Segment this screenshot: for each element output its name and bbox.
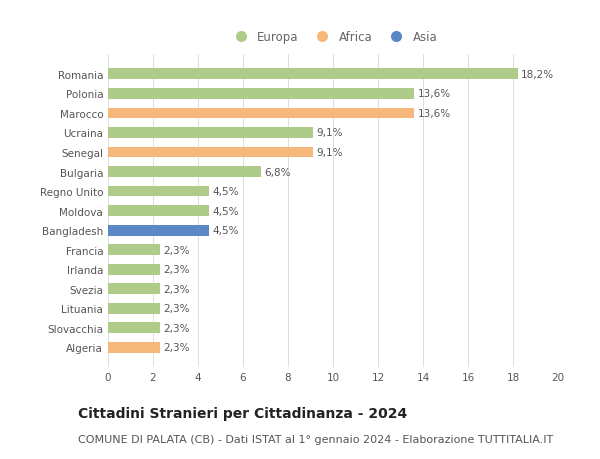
Legend: Europa, Africa, Asia: Europa, Africa, Asia [224, 27, 442, 49]
Bar [108, 108, 414, 119]
Text: Cittadini Stranieri per Cittadinanza - 2024: Cittadini Stranieri per Cittadinanza - 2… [78, 406, 407, 420]
Bar [108, 225, 209, 236]
Bar [108, 264, 160, 275]
Text: 2,3%: 2,3% [163, 265, 190, 274]
Text: 2,3%: 2,3% [163, 304, 190, 313]
Bar [108, 167, 261, 178]
Text: 4,5%: 4,5% [212, 226, 239, 235]
Bar [108, 128, 313, 139]
Bar [108, 303, 160, 314]
Text: 13,6%: 13,6% [418, 89, 451, 99]
Bar [108, 284, 160, 295]
Bar [108, 89, 414, 100]
Text: 2,3%: 2,3% [163, 284, 190, 294]
Text: COMUNE DI PALATA (CB) - Dati ISTAT al 1° gennaio 2024 - Elaborazione TUTTITALIA.: COMUNE DI PALATA (CB) - Dati ISTAT al 1°… [78, 434, 553, 444]
Text: 13,6%: 13,6% [418, 109, 451, 118]
Text: 2,3%: 2,3% [163, 323, 190, 333]
Text: 4,5%: 4,5% [212, 206, 239, 216]
Bar [108, 323, 160, 334]
Bar [108, 342, 160, 353]
Text: 2,3%: 2,3% [163, 343, 190, 353]
Text: 9,1%: 9,1% [316, 148, 343, 157]
Bar [108, 186, 209, 197]
Bar [108, 206, 209, 217]
Bar [108, 69, 517, 80]
Text: 9,1%: 9,1% [316, 128, 343, 138]
Text: 18,2%: 18,2% [521, 70, 554, 79]
Bar [108, 245, 160, 256]
Text: 6,8%: 6,8% [265, 167, 291, 177]
Text: 4,5%: 4,5% [212, 187, 239, 196]
Bar [108, 147, 313, 158]
Text: 2,3%: 2,3% [163, 245, 190, 255]
